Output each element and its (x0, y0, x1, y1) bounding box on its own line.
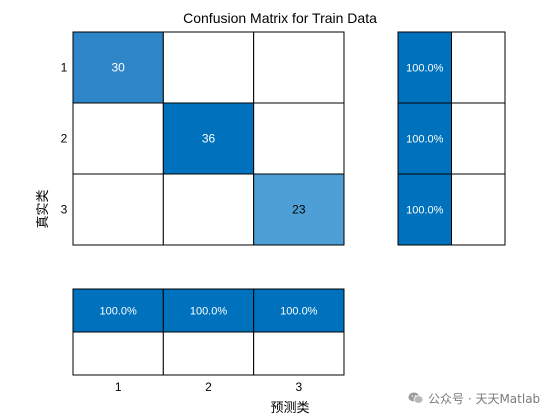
x-axis-label: 预测类 (270, 401, 309, 416)
matrix-cell (162, 173, 255, 246)
row-summary-cell (451, 102, 506, 175)
watermark: 公众号 · 天天Matlab (408, 388, 540, 408)
row-summary-value: 100.0% (406, 63, 444, 75)
row-summary-cell (451, 173, 506, 246)
row-summary-cell (451, 31, 506, 104)
x-tick-label: 2 (205, 380, 212, 394)
matrix-cell (253, 102, 345, 175)
x-tick-label: 1 (115, 380, 122, 394)
column-summary-value: 100.0% (100, 306, 138, 318)
matrix-cell (253, 31, 345, 104)
y-tick-label: 1 (61, 61, 68, 75)
row-summary-value: 100.0% (406, 205, 444, 217)
row-summary-grid: 100.0% 100.0% 100.0% (397, 31, 506, 246)
y-tick-label: 3 (61, 203, 68, 217)
column-summary-value: 100.0% (190, 306, 228, 318)
wechat-icon (408, 392, 424, 404)
matrix-cell (253, 173, 345, 246)
watermark-text: 公众号 · 天天Matlab (428, 391, 541, 406)
y-tick-label: 2 (61, 132, 68, 146)
matrix-cell (72, 31, 164, 104)
column-summary-cell (162, 331, 255, 376)
matrix-cell (162, 102, 255, 175)
row-summary-value: 100.0% (406, 134, 444, 146)
column-summary-value: 100.0% (280, 306, 318, 318)
column-summary-cell (162, 288, 255, 333)
matrix-cell (72, 173, 164, 246)
column-summary-cell (253, 331, 345, 376)
chart-title: Confusion Matrix for Train Data (183, 10, 377, 26)
cell-value: 36 (202, 132, 216, 146)
column-summary-cell (72, 331, 164, 376)
cell-value: 30 (111, 61, 125, 75)
matrix-cell (72, 102, 164, 175)
matrix-cell (162, 31, 255, 104)
confusion-matrix-grid: 30 36 23 (72, 31, 345, 246)
column-summary-grid: 100.0% 100.0% 100.0% (72, 288, 345, 376)
row-summary-cell (397, 173, 452, 246)
x-tick-label: 3 (295, 380, 302, 394)
y-axis-label: 真实类 (36, 189, 51, 228)
cell-value: 23 (292, 203, 306, 217)
